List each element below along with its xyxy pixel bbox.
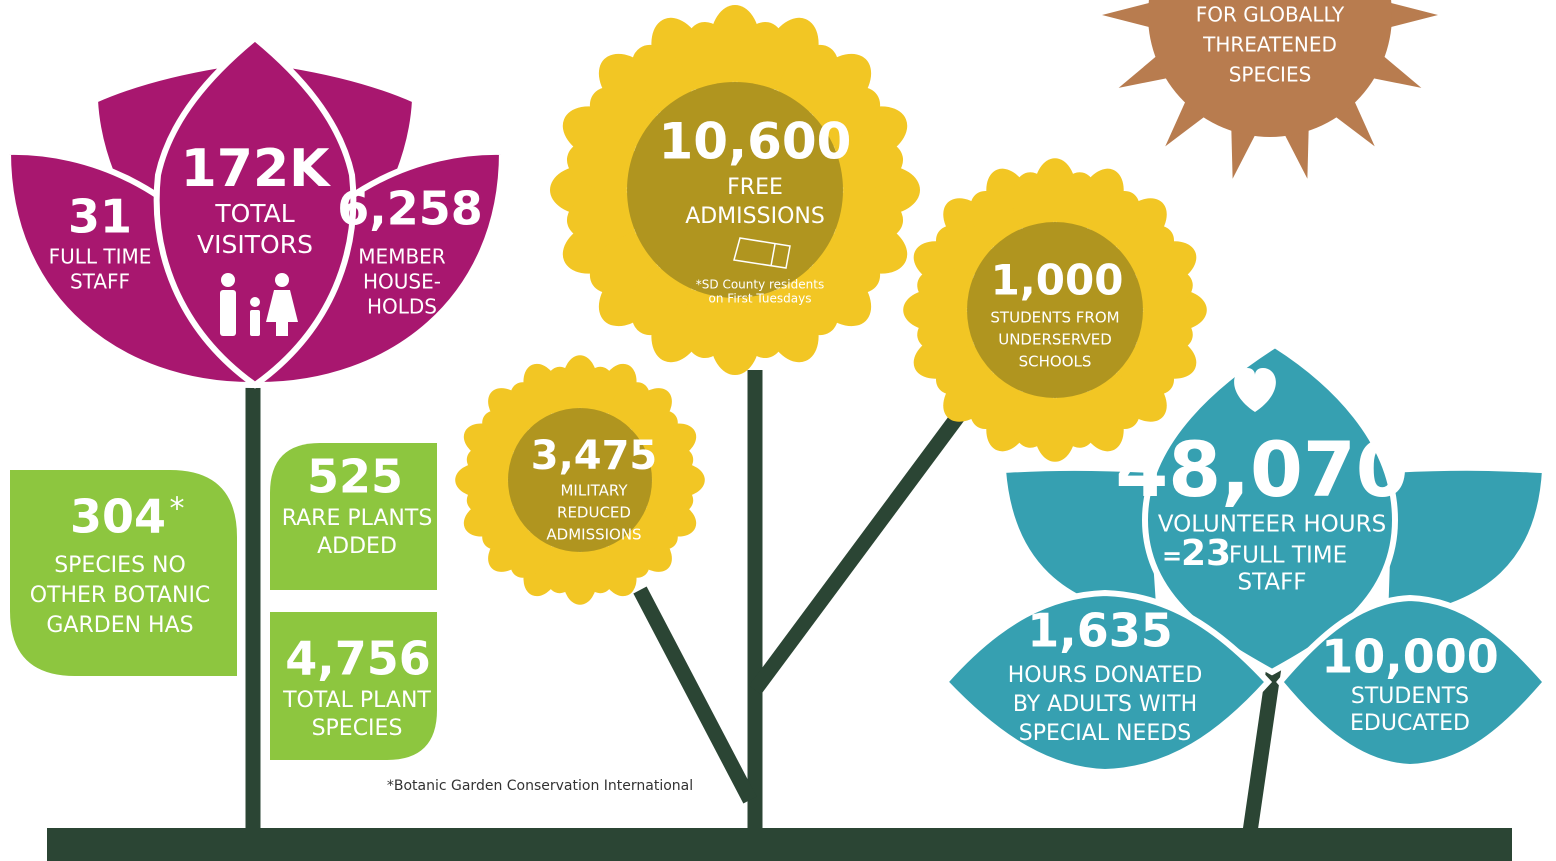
stat-value: 10,600 [659,113,852,171]
ground [47,828,1512,861]
footnote-mark: * [170,492,185,527]
stat-value: 525 [307,450,403,504]
sun-text: THREATENED [1202,33,1337,57]
stat-text: HOLDS [367,295,437,319]
stat-text: STAFF [70,270,130,294]
stat-text: ADDED [317,534,397,559]
stat-value: 48,070 [1115,425,1408,514]
stat-text: REDUCED [557,504,631,522]
stat-text: BY ADULTS WITH [1013,692,1197,717]
stat-text: = [1162,542,1182,570]
stat-text: STAFF [1237,570,1306,596]
sun-text: SPECIES [1229,63,1312,87]
stat-text: TOTAL [214,199,294,228]
note: on First Tuesdays [709,292,812,306]
stat-text: MEMBER [358,245,446,269]
stat-text: GARDEN HAS [46,613,193,638]
stem [640,590,750,800]
stat-text: FREE [727,175,783,200]
stat-text: ADMISSIONS [685,204,825,229]
stat-value: 1,635 [1027,604,1173,658]
stat-text: SCHOOLS [1019,353,1092,371]
stat-text: FULL TIME [1229,543,1347,569]
stat-text: MILITARY [560,482,628,500]
stat-text: SPECIAL NEEDS [1019,721,1191,746]
stem [755,380,985,690]
sun-ray [1102,1,1156,29]
stat-text: FULL TIME [49,245,152,269]
stat-value: 31 [68,190,132,244]
stat-value: 1,000 [991,256,1124,305]
sun-text: FOR GLOBALLY [1196,3,1345,27]
stat-value: 172K [181,139,332,199]
footnote: *Botanic Garden Conservation Internation… [387,778,693,794]
stat-text: OTHER BOTANIC [30,583,211,608]
stat-text: ADMISSIONS [546,526,641,544]
stat-text: STUDENTS FROM [990,309,1119,327]
note: *SD County residents [696,278,824,292]
stat-value: 6,258 [337,182,483,236]
stat-text: UNDERSERVED [998,331,1112,349]
infographic: FOR GLOBALLY THREATENED SPECIES 31 FULL … [0,0,1556,861]
stat-text: SPECIES [312,716,403,741]
stat-value: 23 [1181,533,1231,574]
stat-text: HOUSE- [363,270,441,294]
stat-text: SPECIES NO [54,553,186,578]
stat-text: TOTAL PLANT [282,688,431,713]
stat-text: STUDENTS [1351,684,1469,709]
stat-text: RARE PLANTS [282,506,433,531]
stat-value: 304 [70,490,166,544]
stat-value: 4,756 [285,632,431,686]
stat-text: HOURS DONATED [1008,663,1203,688]
stat-text: VISITORS [197,230,313,259]
stat-value: 10,000 [1321,630,1499,684]
stat-value: 3,475 [531,433,658,479]
stat-text: EDUCATED [1350,711,1470,736]
sun-ray [1384,1,1438,29]
